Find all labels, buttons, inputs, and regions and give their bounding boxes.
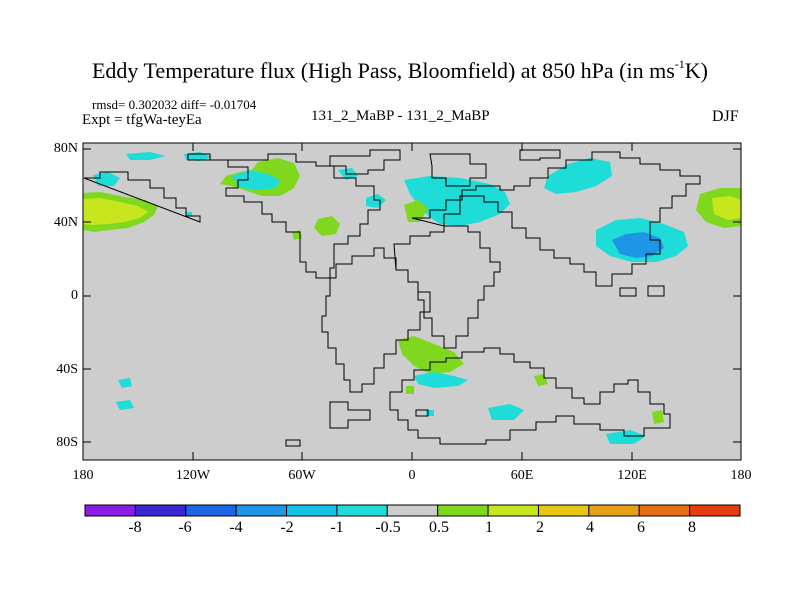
coastline-australia xyxy=(389,347,671,445)
colorbar-swatch-12 xyxy=(689,504,741,517)
coastline-canada-west xyxy=(83,171,201,223)
colorbar-swatch-11 xyxy=(638,504,691,517)
coastline-indonesia xyxy=(619,285,665,297)
colorbar-swatch-9 xyxy=(537,504,590,517)
coastline-eurasia xyxy=(411,151,701,287)
coastline-north-america-east xyxy=(329,149,401,175)
contour-east-yellow xyxy=(712,196,741,220)
contour-atlantic-green xyxy=(314,216,340,236)
contour-fills xyxy=(83,152,741,444)
colorbar-swatch-2 xyxy=(185,504,237,517)
colorbar-swatch-5 xyxy=(336,504,388,517)
contour-sh-cyan-6 xyxy=(116,400,134,410)
lat-label-0: 0 xyxy=(71,288,78,303)
lat-label-80n: 80N xyxy=(53,141,78,156)
lon-label-60w: 60W xyxy=(288,468,316,483)
contour-sh-green-2 xyxy=(406,386,414,394)
contour-europe-cyan-2 xyxy=(366,194,386,208)
contour-canada-cyan xyxy=(232,170,280,190)
figure-title: Eddy Temperature flux (High Pass, Bloomf… xyxy=(0,56,800,84)
colorbar-swatch-3 xyxy=(235,504,288,517)
stats-text: rmsd= 0.302032 diff= -0.01704 xyxy=(92,97,257,112)
contour-siberia-cyan xyxy=(544,158,612,194)
colorbar-swatch-8 xyxy=(487,504,539,517)
coastline-arctic-islands xyxy=(519,149,561,161)
lon-label-180w: 180 xyxy=(72,468,94,483)
colorbar xyxy=(84,504,741,517)
contour-small-cyan-1 xyxy=(186,212,192,216)
contour-sh-cyan-2 xyxy=(488,404,524,420)
contour-sh-cyan-5 xyxy=(118,378,132,388)
colorbar-label-minus-6: -6 xyxy=(178,519,192,536)
contour-cyan-strip-80n xyxy=(126,152,166,160)
experiment-label: 131_2_MaBP - 131_2_MaBP xyxy=(311,108,490,124)
lon-label-60e: 60E xyxy=(510,468,534,483)
title-superscript: -1 xyxy=(674,56,685,71)
lon-label-120e: 120E xyxy=(617,468,647,483)
colorbar-swatch-6 xyxy=(386,504,439,517)
colorbar-swatch-0 xyxy=(84,504,136,517)
contour-west-yellow xyxy=(83,198,148,225)
contour-pacific-blue xyxy=(612,232,664,258)
contour-sh-cyan-4 xyxy=(606,430,646,444)
colorbar-label-minus-4: -4 xyxy=(229,519,243,536)
title-main: Eddy Temperature flux (High Pass, Bloomf… xyxy=(91,58,675,83)
lat-label-40s: 40S xyxy=(56,362,78,377)
season-label: DJF xyxy=(712,108,739,125)
map-ticks xyxy=(83,143,741,460)
lon-label-120w: 120W xyxy=(175,468,211,483)
lon-label-0: 0 xyxy=(408,468,416,483)
expt-text: Expt = tfgWa-teyEa xyxy=(82,112,202,128)
colorbar-swatch-1 xyxy=(134,504,187,517)
colorbar-label-4: 4 xyxy=(586,519,594,536)
contour-sh-cyan xyxy=(414,372,468,388)
colorbar-label-minus-2: -2 xyxy=(280,519,294,536)
coastline-small-islands xyxy=(285,401,429,447)
colorbar-label-0-5: 0.5 xyxy=(429,519,449,536)
coastlines xyxy=(83,149,701,447)
coastline-south-america xyxy=(321,247,431,393)
colorbar-label-8: 8 xyxy=(688,519,696,536)
colorbar-label-6: 6 xyxy=(637,519,645,536)
colorbar-label-minus-0-5: -0.5 xyxy=(375,519,401,536)
lon-label-180e: 180 xyxy=(730,468,752,483)
colorbar-swatch-10 xyxy=(588,504,640,517)
contour-sh-green xyxy=(398,336,464,374)
colorbar-swatch-4 xyxy=(286,504,338,517)
title-tail: K) xyxy=(684,58,708,83)
lat-label-80s: 80S xyxy=(56,435,78,450)
coastline-north-america xyxy=(187,153,381,279)
colorbar-label-minus-8: -8 xyxy=(128,519,142,536)
colorbar-swatch-7 xyxy=(437,504,489,517)
lat-label-40n: 40N xyxy=(53,215,78,230)
contour-europe-green xyxy=(404,200,428,222)
contour-sh-cyan-3 xyxy=(426,410,434,416)
coastline-greenland xyxy=(429,153,487,187)
colorbar-label-1: 1 xyxy=(485,519,493,536)
colorbar-label-minus-1: -1 xyxy=(330,519,344,536)
colorbar-label-2: 2 xyxy=(536,519,544,536)
contour-sh-green-4 xyxy=(652,410,664,424)
